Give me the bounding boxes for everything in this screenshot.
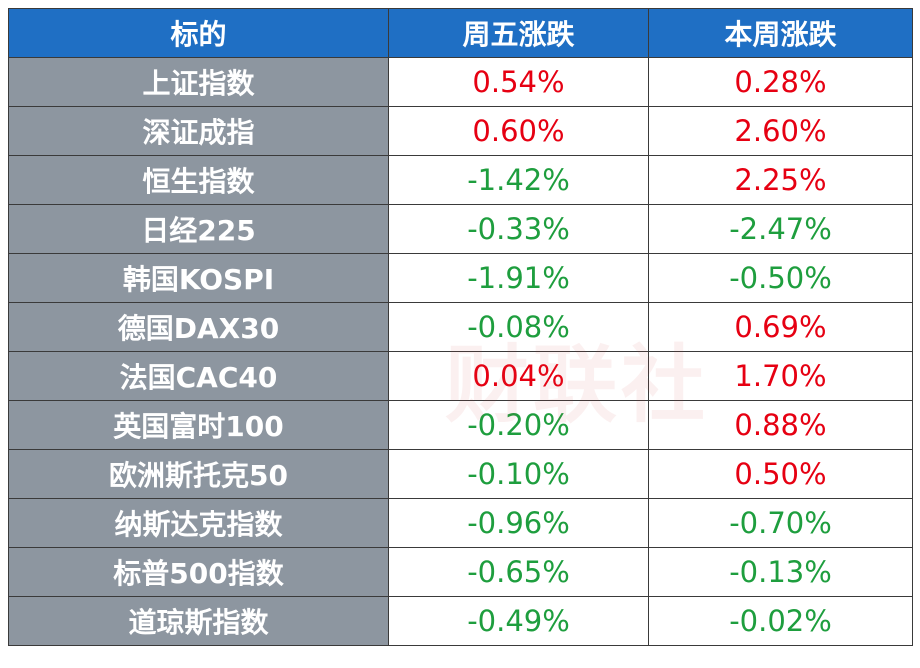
change-cell: -2.47% — [648, 204, 913, 254]
table-row: 英国富时100 -0.20% 0.88% — [8, 400, 913, 450]
change-cell: 2.25% — [648, 155, 913, 205]
table-row: 恒生指数 -1.42% 2.25% — [8, 155, 913, 205]
change-cell: -0.96% — [388, 498, 649, 548]
change-cell: -0.08% — [388, 302, 649, 352]
index-name: 英国富时100 — [8, 400, 389, 450]
index-name: 恒生指数 — [8, 155, 389, 205]
header-row: 标的 周五涨跌 本周涨跌 — [8, 8, 913, 58]
change-cell: -0.02% — [648, 596, 913, 646]
change-cell: 0.88% — [648, 400, 913, 450]
change-cell: -0.65% — [388, 547, 649, 597]
change-cell: 0.28% — [648, 57, 913, 107]
table-row: 深证成指 0.60% 2.60% — [8, 106, 913, 156]
change-cell: 0.69% — [648, 302, 913, 352]
change-cell: 2.60% — [648, 106, 913, 156]
index-name: 日经225 — [8, 204, 389, 254]
change-cell: -0.20% — [388, 400, 649, 450]
index-name: 德国DAX30 — [8, 302, 389, 352]
change-cell: -0.13% — [648, 547, 913, 597]
table-row: 标普500指数 -0.65% -0.13% — [8, 547, 913, 597]
index-name: 标普500指数 — [8, 547, 389, 597]
header-cell: 标的 — [8, 8, 389, 58]
change-cell: 0.50% — [648, 449, 913, 499]
index-name: 欧洲斯托克50 — [8, 449, 389, 499]
change-cell: -0.70% — [648, 498, 913, 548]
change-cell: -0.33% — [388, 204, 649, 254]
change-cell: 0.60% — [388, 106, 649, 156]
table-row: 纳斯达克指数 -0.96% -0.70% — [8, 498, 913, 548]
index-name: 纳斯达克指数 — [8, 498, 389, 548]
table-row: 德国DAX30 -0.08% 0.69% — [8, 302, 913, 352]
index-name: 深证成指 — [8, 106, 389, 156]
change-cell: 0.54% — [388, 57, 649, 107]
table-body: 上证指数 0.54% 0.28% 深证成指 0.60% 2.60% 恒生指数 -1.42% 2.… — [8, 57, 913, 646]
change-cell: -0.50% — [648, 253, 913, 303]
change-cell: -1.42% — [388, 155, 649, 205]
market-table: 标的 周五涨跌 本周涨跌 上证指数 0.54% 0.28% 深证成指 0.60% 2.60% 恒… — [8, 8, 913, 646]
table-row: 上证指数 0.54% 0.28% — [8, 57, 913, 107]
index-name: 韩国KOSPI — [8, 253, 389, 303]
header-cell: 本周涨跌 — [648, 8, 913, 58]
change-cell: 1.70% — [648, 351, 913, 401]
change-cell: -1.91% — [388, 253, 649, 303]
index-name: 道琼斯指数 — [8, 596, 389, 646]
change-cell: -0.10% — [388, 449, 649, 499]
change-cell: -0.49% — [388, 596, 649, 646]
table-row: 道琼斯指数 -0.49% -0.02% — [8, 596, 913, 646]
header-cell: 周五涨跌 — [388, 8, 649, 58]
change-cell: 0.04% — [388, 351, 649, 401]
table-row: 日经225 -0.33% -2.47% — [8, 204, 913, 254]
table-row: 法国CAC40 0.04% 1.70% — [8, 351, 913, 401]
table-row: 韩国KOSPI -1.91% -0.50% — [8, 253, 913, 303]
index-name: 上证指数 — [8, 57, 389, 107]
table-row: 欧洲斯托克50 -0.10% 0.50% — [8, 449, 913, 499]
index-name: 法国CAC40 — [8, 351, 389, 401]
